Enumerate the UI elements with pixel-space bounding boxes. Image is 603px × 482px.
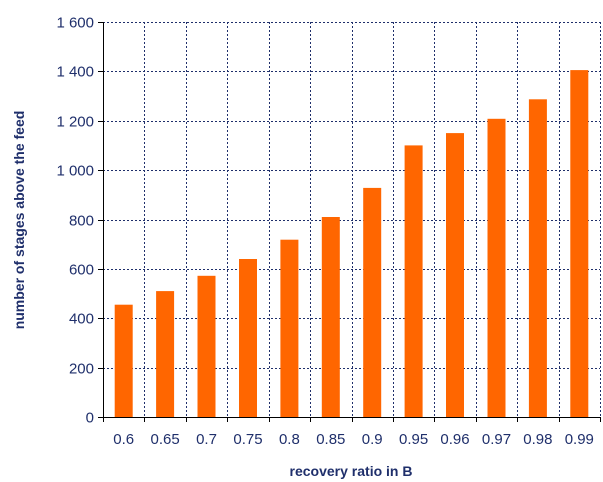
y-tick-label: 800	[69, 213, 94, 230]
bar	[528, 99, 547, 418]
bar	[363, 187, 382, 417]
x-tick-label: 0.65	[150, 431, 179, 448]
bar	[321, 217, 340, 417]
y-tick-label: 1 400	[56, 64, 94, 81]
bar	[197, 275, 216, 417]
grid-lines	[103, 22, 601, 417]
y-axis-title: number of stages above the feed	[11, 111, 27, 330]
y-tick-label: 0	[86, 410, 94, 427]
axes	[98, 22, 601, 422]
x-tick-label: 0.9	[362, 431, 383, 448]
x-tick-label: 0.97	[482, 431, 511, 448]
y-tick-label: 200	[69, 361, 94, 378]
x-tick-label: 0.8	[279, 431, 300, 448]
bar	[239, 259, 257, 417]
x-tick-label: 0.99	[565, 431, 594, 448]
y-tick-label: 1 000	[56, 163, 94, 180]
x-tick-label: 0.85	[316, 431, 345, 448]
x-tick-label: 0.6	[113, 431, 134, 448]
bar	[446, 133, 464, 417]
bar	[156, 291, 175, 417]
bar	[404, 145, 423, 417]
x-axis-title: recovery ratio in B	[290, 463, 413, 479]
bar	[487, 118, 506, 418]
x-tick-label: 0.7	[196, 431, 217, 448]
x-tick-label: 0.75	[233, 431, 262, 448]
bar	[570, 70, 589, 417]
y-tick-label: 400	[69, 311, 94, 328]
y-tick-label: 1 600	[56, 15, 94, 32]
bar	[114, 304, 133, 417]
x-tick-label: 0.96	[440, 431, 469, 448]
y-tick-labels: 0 200 400 600 800 1 000 1 200 1 400 1 600	[56, 15, 94, 427]
x-tick-labels: 0.6 0.65 0.7 0.75 0.8 0.85 0.9 0.95 0.96 0.97 0.98…	[113, 431, 594, 448]
bars	[114, 70, 589, 418]
bar	[280, 239, 299, 417]
x-tick-label: 0.98	[523, 431, 552, 448]
y-tick-label: 600	[69, 262, 94, 279]
x-tick-label: 0.95	[399, 431, 428, 448]
y-tick-label: 1 200	[56, 114, 94, 131]
